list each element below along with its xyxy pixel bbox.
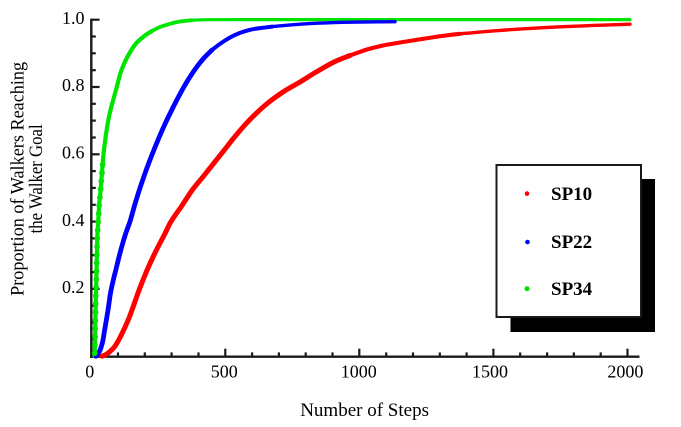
svg-text:0.6: 0.6 [62,143,85,163]
svg-text:0: 0 [85,361,94,381]
svg-text:0.2: 0.2 [62,277,85,297]
svg-text:Number of Steps: Number of Steps [300,400,429,421]
svg-text:the Walker Goal: the Walker Goal [27,124,47,233]
svg-text:2000: 2000 [607,361,643,381]
svg-text:0.8: 0.8 [62,75,85,95]
svg-text:Proportion of Walkers Reaching: Proportion of Walkers Reaching [8,62,28,296]
svg-text:500: 500 [211,361,238,381]
svg-text:1.0: 1.0 [62,8,85,28]
svg-text:SP22: SP22 [551,232,592,253]
svg-text:1000: 1000 [341,361,377,381]
svg-text:1500: 1500 [472,361,508,381]
svg-text:0.4: 0.4 [62,210,85,230]
svg-text:SP10: SP10 [551,184,592,205]
svg-text:SP34: SP34 [551,279,593,300]
